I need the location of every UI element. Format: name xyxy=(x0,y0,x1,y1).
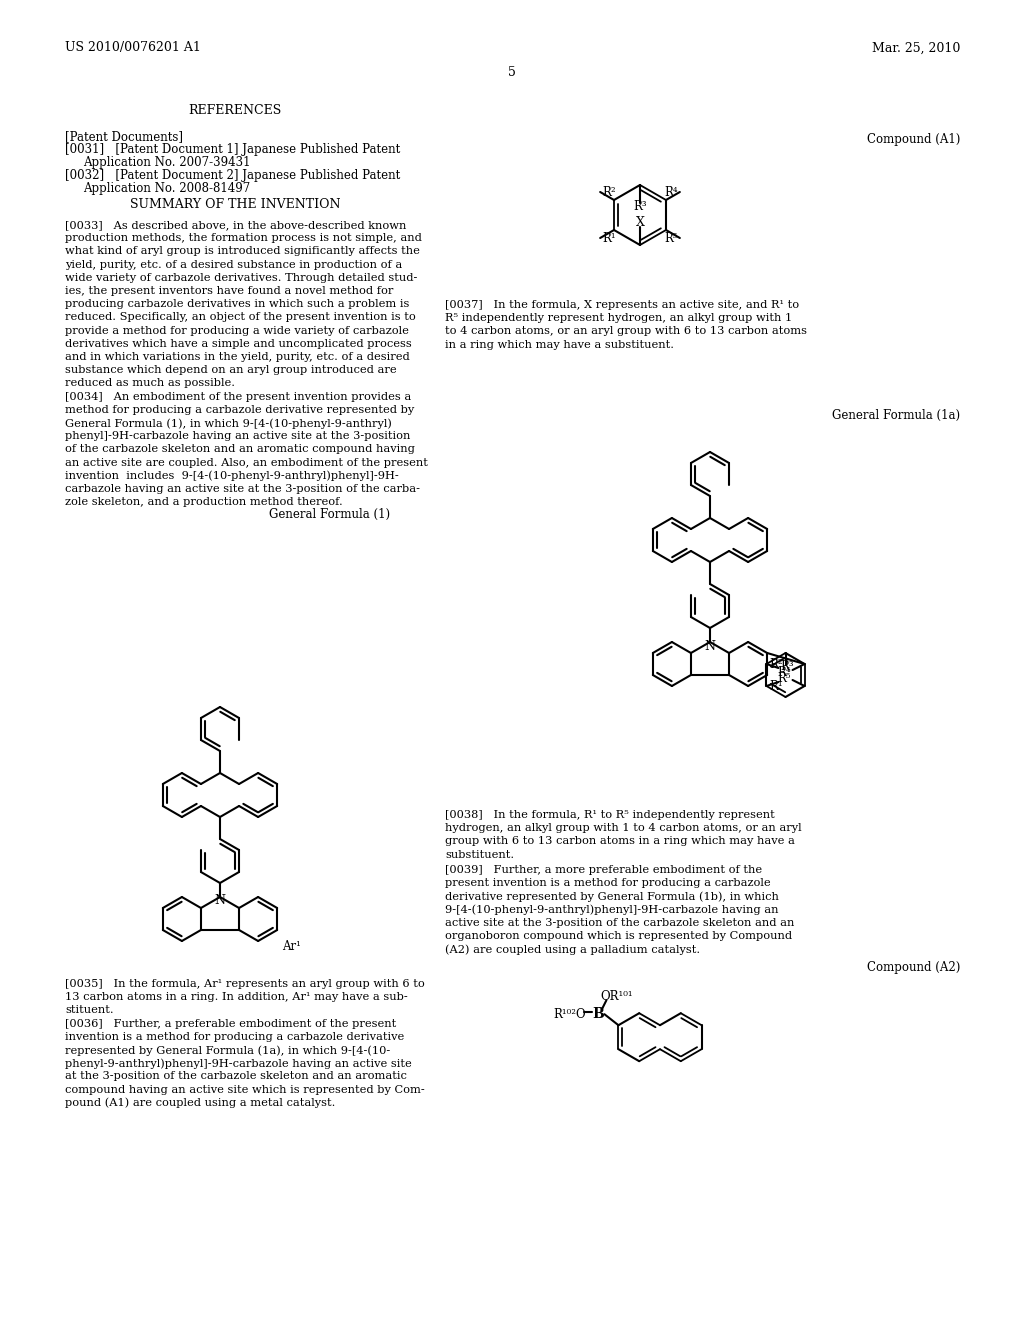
Text: ies, the present inventors have found a novel method for: ies, the present inventors have found a … xyxy=(65,286,393,296)
Text: N: N xyxy=(705,639,716,652)
Text: reduced. Specifically, an object of the present invention is to: reduced. Specifically, an object of the … xyxy=(65,313,416,322)
Text: General Formula (1): General Formula (1) xyxy=(269,508,390,521)
Text: at the 3-position of the carbazole skeleton and an aromatic: at the 3-position of the carbazole skele… xyxy=(65,1072,407,1081)
Text: R⁴: R⁴ xyxy=(665,186,678,198)
Text: SUMMARY OF THE INVENTION: SUMMARY OF THE INVENTION xyxy=(130,198,340,210)
Text: R¹⁰²O: R¹⁰²O xyxy=(553,1007,586,1020)
Text: [0036]   Further, a preferable embodiment of the present: [0036] Further, a preferable embodiment … xyxy=(65,1019,396,1028)
Text: R⁵: R⁵ xyxy=(777,672,791,685)
Text: substance which depend on an aryl group introduced are: substance which depend on an aryl group … xyxy=(65,366,396,375)
Text: R³: R³ xyxy=(633,201,647,214)
Text: [0031]   [Patent Document 1] Japanese Published Patent: [0031] [Patent Document 1] Japanese Publ… xyxy=(65,143,400,156)
Text: [0037]   In the formula, X represents an active site, and R¹ to: [0037] In the formula, X represents an a… xyxy=(445,300,799,310)
Text: zole skeleton, and a production method thereof.: zole skeleton, and a production method t… xyxy=(65,498,343,507)
Text: hydrogen, an alkyl group with 1 to 4 carbon atoms, or an aryl: hydrogen, an alkyl group with 1 to 4 car… xyxy=(445,824,802,833)
Text: Compound (A1): Compound (A1) xyxy=(866,133,961,147)
Text: present invention is a method for producing a carbazole: present invention is a method for produc… xyxy=(445,878,771,888)
Text: Application No. 2008-81497: Application No. 2008-81497 xyxy=(83,182,250,195)
Text: of the carbazole skeleton and an aromatic compound having: of the carbazole skeleton and an aromati… xyxy=(65,445,415,454)
Text: substituent.: substituent. xyxy=(445,850,514,859)
Text: US 2010/0076201 A1: US 2010/0076201 A1 xyxy=(65,41,201,54)
Text: an active site are coupled. Also, an embodiment of the present: an active site are coupled. Also, an emb… xyxy=(65,458,428,467)
Text: in a ring which may have a substituent.: in a ring which may have a substituent. xyxy=(445,339,674,350)
Text: compound having an active site which is represented by Com-: compound having an active site which is … xyxy=(65,1085,425,1094)
Text: production methods, the formation process is not simple, and: production methods, the formation proces… xyxy=(65,234,422,243)
Text: invention  includes  9-[4-(10-phenyl-9-anthryl)phenyl]-9H-: invention includes 9-[4-(10-phenyl-9-ant… xyxy=(65,471,398,482)
Text: derivatives which have a simple and uncomplicated process: derivatives which have a simple and unco… xyxy=(65,339,412,348)
Text: 9-[4-(10-phenyl-9-anthryl)phenyl]-9H-carbazole having an: 9-[4-(10-phenyl-9-anthryl)phenyl]-9H-car… xyxy=(445,904,778,915)
Text: carbazole having an active site at the 3-position of the carba-: carbazole having an active site at the 3… xyxy=(65,484,420,494)
Text: [0032]   [Patent Document 2] Japanese Published Patent: [0032] [Patent Document 2] Japanese Publ… xyxy=(65,169,400,182)
Text: R²: R² xyxy=(602,186,615,198)
Text: phenyl-9-anthryl)phenyl]-9H-carbazole having an active site: phenyl-9-anthryl)phenyl]-9H-carbazole ha… xyxy=(65,1059,412,1069)
Text: [Patent Documents]: [Patent Documents] xyxy=(65,129,183,143)
Text: R¹: R¹ xyxy=(602,231,615,244)
Text: R¹: R¹ xyxy=(769,680,783,693)
Text: R⁵ independently represent hydrogen, an alkyl group with 1: R⁵ independently represent hydrogen, an … xyxy=(445,313,793,323)
Text: what kind of aryl group is introduced significantly affects the: what kind of aryl group is introduced si… xyxy=(65,247,420,256)
Text: [0038]   In the formula, R¹ to R⁵ independently represent: [0038] In the formula, R¹ to R⁵ independ… xyxy=(445,810,775,820)
Text: (A2) are coupled using a palladium catalyst.: (A2) are coupled using a palladium catal… xyxy=(445,944,700,954)
Text: phenyl]-9H-carbazole having an active site at the 3-position: phenyl]-9H-carbazole having an active si… xyxy=(65,432,411,441)
Text: R⁵: R⁵ xyxy=(665,231,678,244)
Text: yield, purity, etc. of a desired substance in production of a: yield, purity, etc. of a desired substan… xyxy=(65,260,402,269)
Text: Ar¹: Ar¹ xyxy=(282,940,301,953)
Text: and in which variations in the yield, purity, etc. of a desired: and in which variations in the yield, pu… xyxy=(65,352,410,362)
Text: R³: R³ xyxy=(780,660,795,673)
Text: Mar. 25, 2010: Mar. 25, 2010 xyxy=(871,41,961,54)
Text: N: N xyxy=(214,895,225,908)
Text: [0035]   In the formula, Ar¹ represents an aryl group with 6 to: [0035] In the formula, Ar¹ represents an… xyxy=(65,979,425,989)
Text: B: B xyxy=(593,1007,604,1022)
Text: to 4 carbon atoms, or an aryl group with 6 to 13 carbon atoms: to 4 carbon atoms, or an aryl group with… xyxy=(445,326,807,337)
Text: Application No. 2007-39431: Application No. 2007-39431 xyxy=(83,156,251,169)
Text: Compound (A2): Compound (A2) xyxy=(866,961,961,974)
Text: [0033]   As described above, in the above-described known: [0033] As described above, in the above-… xyxy=(65,220,407,230)
Text: [0034]   An embodiment of the present invention provides a: [0034] An embodiment of the present inve… xyxy=(65,392,412,401)
Text: active site at the 3-position of the carbazole skeleton and an: active site at the 3-position of the car… xyxy=(445,917,795,928)
Text: General Formula (1), in which 9-[4-(10-phenyl-9-anthryl): General Formula (1), in which 9-[4-(10-p… xyxy=(65,418,392,429)
Text: REFERENCES: REFERENCES xyxy=(188,103,282,116)
Text: producing carbazole derivatives in which such a problem is: producing carbazole derivatives in which… xyxy=(65,300,410,309)
Text: [0039]   Further, a more preferable embodiment of the: [0039] Further, a more preferable embodi… xyxy=(445,865,762,875)
Text: method for producing a carbazole derivative represented by: method for producing a carbazole derivat… xyxy=(65,405,415,414)
Text: provide a method for producing a wide variety of carbazole: provide a method for producing a wide va… xyxy=(65,326,409,335)
Text: X: X xyxy=(636,216,644,230)
Text: invention is a method for producing a carbazole derivative: invention is a method for producing a ca… xyxy=(65,1032,404,1041)
Text: R²: R² xyxy=(769,657,783,671)
Text: pound (A1) are coupled using a metal catalyst.: pound (A1) are coupled using a metal cat… xyxy=(65,1098,336,1109)
Text: General Formula (1a): General Formula (1a) xyxy=(831,408,961,421)
Text: OR¹⁰¹: OR¹⁰¹ xyxy=(600,990,633,1003)
Text: wide variety of carbazole derivatives. Through detailed stud-: wide variety of carbazole derivatives. T… xyxy=(65,273,418,282)
Text: organoboron compound which is represented by Compound: organoboron compound which is represente… xyxy=(445,931,793,941)
Text: group with 6 to 13 carbon atoms in a ring which may have a: group with 6 to 13 carbon atoms in a rin… xyxy=(445,837,795,846)
Text: R⁴: R⁴ xyxy=(777,665,791,678)
Text: derivative represented by General Formula (1b), in which: derivative represented by General Formul… xyxy=(445,891,779,902)
Text: represented by General Formula (1a), in which 9-[4-(10-: represented by General Formula (1a), in … xyxy=(65,1045,390,1056)
Text: 13 carbon atoms in a ring. In addition, Ar¹ may have a sub-: 13 carbon atoms in a ring. In addition, … xyxy=(65,993,408,1002)
Text: reduced as much as possible.: reduced as much as possible. xyxy=(65,379,234,388)
Text: 5: 5 xyxy=(508,66,516,78)
Text: stituent.: stituent. xyxy=(65,1006,114,1015)
